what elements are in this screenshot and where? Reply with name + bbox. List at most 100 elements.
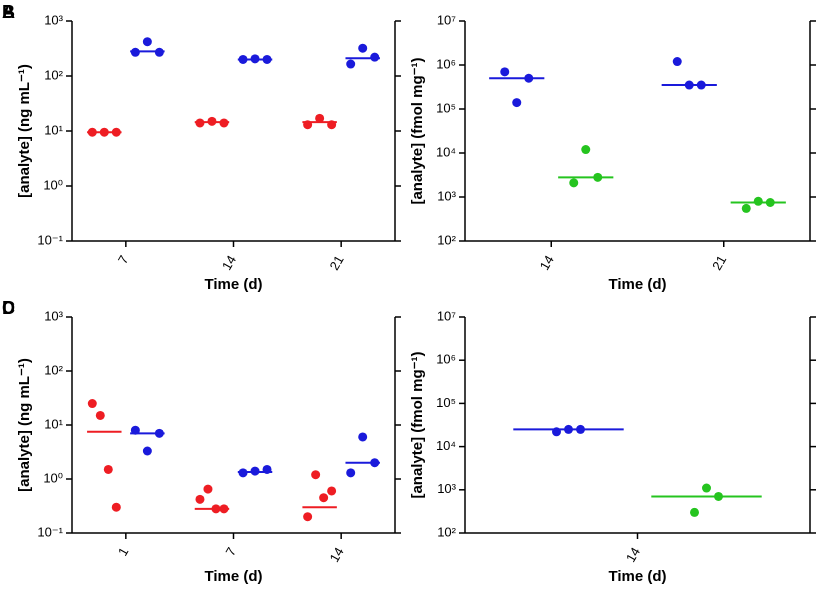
- data-point: [262, 54, 272, 64]
- y-tick-label: 10⁵: [436, 100, 456, 115]
- data-point: [250, 466, 260, 476]
- panel-label: A: [2, 2, 15, 22]
- x-axis-label: Time (d): [204, 276, 262, 293]
- y-tick-label: 10¹: [44, 122, 63, 137]
- x-tick-label: 1: [115, 545, 132, 559]
- data-point: [552, 427, 561, 437]
- data-point: [702, 483, 711, 493]
- panel: D 10² 10³ 10⁴ 10⁵ 10⁶ 10⁷ [analyte] (fmol mg⁻¹)…: [2, 298, 816, 585]
- y-axis-label: [analyte] (ng mL⁻¹): [16, 358, 33, 492]
- data-point: [211, 504, 221, 514]
- data-point: [130, 425, 140, 435]
- data-point: [753, 196, 763, 206]
- panel-label: C: [2, 298, 15, 318]
- data-point: [672, 57, 682, 67]
- y-tick-label: 10⁴: [436, 438, 456, 453]
- data-point: [195, 494, 205, 504]
- data-point: [500, 67, 510, 77]
- x-tick-label: 14: [327, 545, 347, 565]
- data-point: [111, 127, 121, 137]
- data-point: [684, 80, 694, 90]
- x-tick-label: 7: [115, 253, 132, 267]
- data-point: [524, 73, 534, 83]
- data-point: [358, 432, 368, 442]
- data-point: [238, 468, 248, 478]
- data-point: [564, 424, 573, 434]
- data-point: [130, 47, 140, 57]
- data-point: [370, 458, 380, 468]
- data-point: [581, 145, 591, 155]
- y-tick-label: 10³: [44, 12, 63, 27]
- y-tick-label: 10¹: [44, 416, 63, 431]
- y-tick-label: 10⁷: [437, 308, 456, 323]
- data-point: [576, 424, 585, 434]
- y-tick-label: 10²: [437, 232, 456, 247]
- x-tick-label: 14: [219, 253, 239, 273]
- x-tick-label: 7: [222, 545, 239, 559]
- x-axis-label: Time (d): [608, 276, 666, 293]
- y-tick-label: 10²: [437, 524, 456, 539]
- data-point: [327, 486, 337, 496]
- y-axis-label: [analyte] (fmol mg⁻¹): [409, 351, 426, 498]
- data-point: [95, 410, 105, 420]
- data-point: [512, 98, 522, 108]
- x-axis-label: Time (d): [204, 568, 262, 585]
- data-point: [219, 504, 229, 514]
- data-point: [696, 80, 706, 90]
- panel: A 10⁻¹ 10⁰ 10¹ 10² 10³ [analyte] (ng mL⁻¹) Time…: [2, 2, 401, 293]
- x-tick-label: 14: [537, 253, 557, 273]
- data-point: [142, 37, 152, 47]
- data-point: [195, 118, 205, 128]
- data-point: [262, 464, 272, 474]
- y-tick-label: 10⁶: [436, 352, 456, 367]
- data-point: [238, 54, 248, 64]
- data-point: [111, 502, 121, 512]
- y-tick-label: 10⁰: [43, 470, 63, 485]
- data-point: [315, 113, 325, 123]
- data-point: [87, 399, 97, 409]
- data-point: [103, 464, 113, 474]
- data-point: [346, 468, 356, 478]
- data-point: [327, 120, 337, 130]
- data-point: [154, 47, 164, 57]
- data-point: [741, 203, 751, 213]
- data-point: [346, 59, 356, 69]
- data-point: [303, 512, 313, 522]
- data-point: [569, 178, 579, 188]
- data-point: [219, 118, 229, 128]
- data-point: [358, 43, 368, 53]
- y-tick-label: 10³: [44, 308, 63, 323]
- x-tick-label: 21: [327, 253, 347, 273]
- data-point: [250, 54, 260, 64]
- y-tick-label: 10⁵: [436, 395, 456, 410]
- x-axis-label: Time (d): [608, 568, 666, 585]
- data-point: [765, 197, 775, 207]
- data-point: [311, 470, 321, 480]
- y-tick-label: 10⁷: [437, 12, 456, 27]
- data-point: [87, 127, 97, 137]
- data-point: [154, 428, 164, 438]
- y-tick-label: 10³: [437, 481, 456, 496]
- y-tick-label: 10⁴: [436, 144, 456, 159]
- x-tick-label: 14: [623, 545, 643, 565]
- y-axis-label: [analyte] (ng mL⁻¹): [16, 64, 33, 198]
- data-point: [142, 446, 152, 456]
- y-tick-label: 10⁶: [436, 56, 456, 71]
- data-point: [319, 493, 329, 503]
- data-point: [593, 172, 603, 182]
- data-point: [203, 484, 213, 494]
- x-tick-label: 21: [709, 253, 729, 273]
- y-tick-label: 10⁰: [43, 177, 63, 192]
- data-point: [370, 52, 380, 62]
- y-tick-label: 10⁻¹: [37, 524, 63, 539]
- data-point: [714, 491, 723, 501]
- data-point: [207, 116, 217, 126]
- y-tick-label: 10²: [44, 362, 63, 377]
- panel: C 10⁻¹ 10⁰ 10¹ 10² 10³ [analyte] (ng mL⁻¹) Time…: [2, 298, 401, 585]
- y-tick-label: 10³: [437, 188, 456, 203]
- data-point: [303, 120, 313, 130]
- panel-label: D: [2, 298, 15, 318]
- panel-label: B: [2, 2, 15, 22]
- panel: B 10² 10³ 10⁴ 10⁵ 10⁶ 10⁷ [analyte] (fmol mg⁻¹)…: [2, 2, 816, 293]
